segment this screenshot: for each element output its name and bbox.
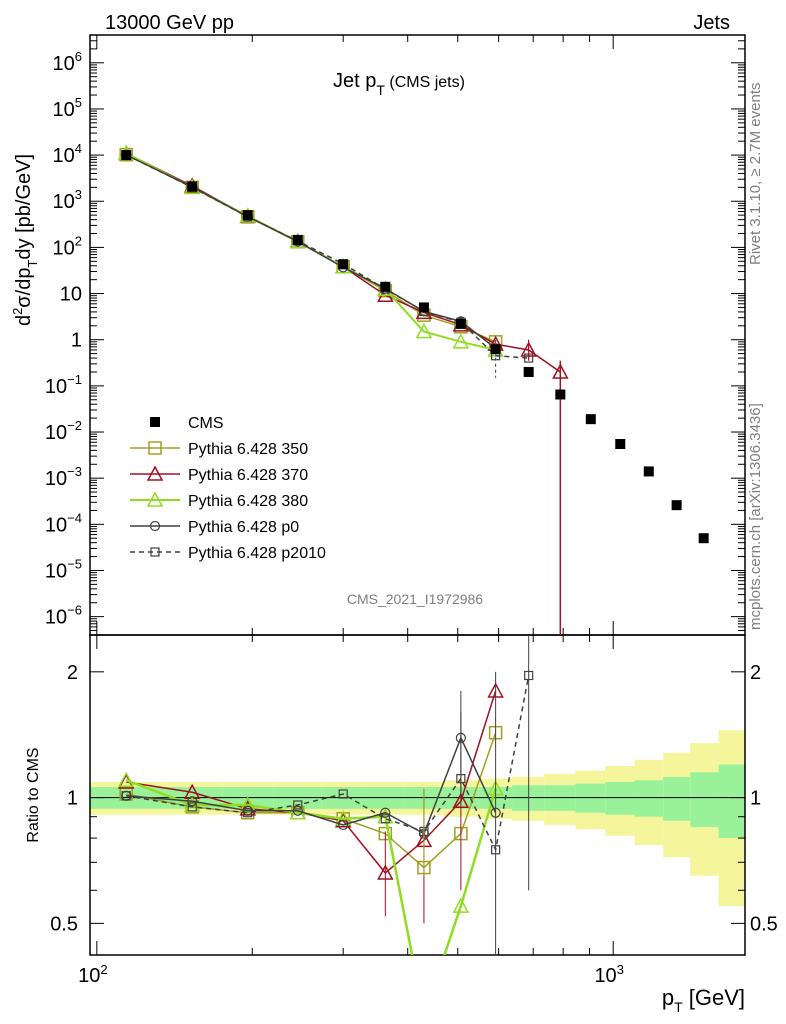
cms-point (615, 439, 626, 450)
y-tick-label: 10−2 (45, 418, 82, 444)
legend-marker (146, 491, 164, 507)
cms-point (643, 466, 654, 477)
y-tick-label: 10−4 (45, 510, 82, 536)
ratio-marker (117, 771, 135, 788)
chart-title: Jet pT (CMS jets) (333, 70, 465, 98)
cms-point (292, 234, 303, 245)
ratio-series-clipped (117, 635, 534, 955)
cms-point (523, 366, 534, 377)
axis-tick-labels: 102 103 10−6 10−5 10−4 10−3 10−2 10−1 1 10 102 103 1… (45, 49, 778, 987)
cms-data-points (121, 150, 709, 544)
upper-line-4 (125, 154, 529, 359)
cms-point (555, 389, 566, 400)
ratio-band-inner (575, 783, 606, 813)
legend-label: Pythia 6.428 p0 (188, 519, 299, 536)
x-tick-label: 103 (594, 962, 623, 987)
cms-point (455, 318, 466, 329)
analysis-id: CMS_2021_I1972986 (347, 591, 483, 607)
ratio-band-inner (718, 764, 745, 839)
legend-label: Pythia 6.428 380 (188, 493, 308, 510)
y-tick-label: 10−6 (45, 603, 82, 629)
cms-point (418, 302, 429, 313)
ratio-y-tick-label-left: 2 (67, 662, 78, 684)
ratio-y-tick-label-right: 1 (750, 788, 761, 810)
legend-label: CMS (188, 415, 224, 432)
ratio-marker (292, 805, 303, 816)
ratio-marker (380, 807, 391, 818)
y-tick-label: 1 (71, 330, 82, 352)
ratio-line-4 (126, 675, 530, 853)
cms-point (671, 500, 682, 511)
ratio-band-inner (690, 772, 719, 828)
x-tick-label: 102 (78, 962, 107, 987)
y-tick-label: 10 (60, 284, 82, 306)
ratio-marker (338, 819, 349, 831)
ratio-y-tick-label-right: 2 (750, 662, 761, 684)
ratio-marker (452, 897, 470, 913)
y-tick-label: 10−1 (45, 372, 82, 398)
upper-line-3 (125, 154, 497, 349)
cms-point (187, 181, 198, 192)
upper-marker (415, 323, 433, 339)
header-left: 13000 GeV pp (105, 12, 234, 34)
ratio-y-tick-label-left: 1 (67, 788, 78, 810)
ratio-line-3 (126, 735, 497, 835)
y-tick-label: 10−3 (45, 464, 82, 490)
ratio-band-inner (605, 781, 635, 815)
xlabel: pT [GeV] (662, 985, 745, 1015)
legend-label: Pythia 6.428 370 (188, 467, 308, 484)
ratio-marker (293, 800, 303, 810)
ratio-y-tick-label-left: 0.5 (50, 913, 78, 935)
ratio-marker (187, 796, 198, 807)
y-tick-label: 104 (53, 141, 82, 167)
upper-marker (452, 333, 470, 349)
cms-point (338, 259, 349, 270)
ratio-band-inner (663, 777, 691, 821)
cms-point (585, 414, 596, 425)
ratio-frame (89, 634, 746, 956)
ratio-marker (121, 791, 131, 801)
axis-ticks (90, 34, 745, 955)
legend-marker-cms (150, 417, 160, 427)
side-mcplots: mcplots.cern.ch [arXiv:1306.3436] (747, 403, 764, 630)
cms-point (490, 344, 501, 355)
upper-ylabel: d2σ/dpTdy [pb/GeV] (10, 154, 40, 326)
legend-label: Pythia 6.428 p2010 (188, 545, 326, 562)
legend-marker (146, 465, 164, 481)
ratio-y-tick-label-right: 0.5 (750, 913, 778, 935)
ratio-marker (334, 812, 352, 828)
ratio-series (117, 635, 534, 955)
y-tick-label: 105 (53, 95, 82, 121)
legend: CMS Pythia 6.428 350 Pythia 6.428 370 Pythi… (130, 415, 326, 562)
ratio-marker (338, 789, 348, 799)
legend-label: Pythia 6.428 350 (188, 441, 308, 458)
cms-point (121, 150, 132, 161)
y-tick-label: 102 (53, 233, 82, 259)
ratio-line-2 (125, 779, 497, 955)
y-tick-label: 10−5 (45, 556, 82, 582)
cms-point (242, 210, 253, 221)
ratio-band-inner (634, 780, 664, 817)
upper-series (117, 144, 569, 635)
upper-marker (119, 147, 133, 162)
ratio-marker (187, 802, 197, 812)
legend-marker (149, 520, 161, 532)
cms-point (380, 281, 391, 292)
ratio-marker (380, 814, 390, 824)
ratio-marker (243, 808, 253, 818)
side-rivet: Rivet 3.1.10, ≥ 2.7M events (747, 83, 764, 266)
ratio-ylabel: Ratio to CMS (25, 747, 42, 842)
header-right: Jets (693, 12, 730, 34)
ratio-bands (90, 730, 745, 907)
legend-marker (148, 441, 162, 455)
y-tick-label: 103 (53, 187, 82, 213)
cms-point (698, 533, 709, 544)
y-tick-label: 106 (53, 49, 82, 75)
legend-marker (150, 547, 160, 557)
frames (89, 34, 746, 956)
